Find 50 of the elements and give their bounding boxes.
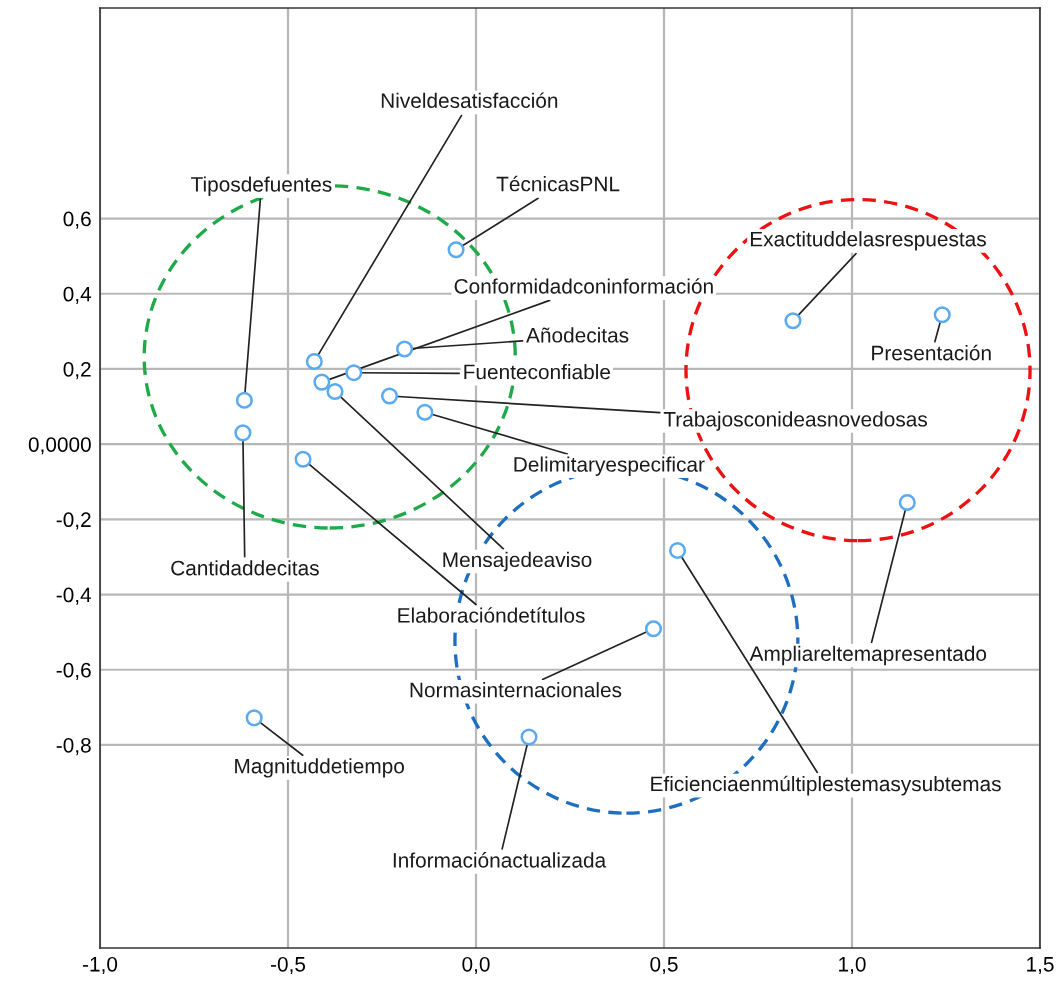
annotation: Fuenteconfiable — [464, 364, 611, 380]
point — [447, 241, 465, 259]
x-tick-label: 0,5 — [650, 956, 678, 975]
y-tick-label: -0,8 — [56, 737, 91, 756]
x-tick-label: -1,0 — [82, 956, 118, 975]
annotation: Presentación — [872, 344, 991, 361]
annotation: Magnituddetiempo — [235, 758, 404, 778]
point — [294, 450, 312, 468]
point — [669, 542, 687, 560]
x-tick-label: 0,0 — [462, 956, 490, 975]
point — [933, 306, 951, 324]
point — [380, 387, 399, 405]
y-tick-label: 0,0000 — [28, 437, 91, 455]
annotation: Delimitaryespecificar — [514, 456, 705, 476]
y-tick-label: 0,4 — [63, 286, 92, 304]
y-tick-label: 0,6 — [63, 211, 91, 229]
annotation: Niveldesatisfacción — [381, 92, 558, 109]
point — [234, 424, 252, 442]
point — [898, 493, 916, 511]
annotation: Ampliareltemapresentado — [749, 645, 987, 666]
point — [784, 312, 802, 330]
annotation: Tiposdefuentes — [191, 176, 332, 196]
point — [305, 352, 323, 370]
annotation: Añodecitas — [526, 327, 629, 343]
annotation: Elaboracióndetítulos — [398, 607, 585, 623]
y-tick-label: -0,2 — [56, 512, 91, 530]
point — [345, 364, 363, 382]
annotation: Normasinternacionales — [410, 682, 622, 698]
y-tick-label: -0,4 — [56, 587, 92, 605]
y-tick-label: -0,6 — [56, 662, 91, 680]
point — [235, 391, 253, 409]
y-tick-label: 0,2 — [63, 361, 91, 380]
x-tick-label: 1,5 — [1027, 957, 1054, 975]
annotation: Exactituddelasrespuestas — [750, 231, 986, 251]
annotation: Trabajosconideasnovedosas — [663, 411, 927, 431]
annotation: TécnicasPNL — [496, 175, 620, 192]
point — [396, 340, 414, 358]
x-tick-label: 1,0 — [839, 956, 866, 975]
point — [245, 709, 263, 727]
annotation: Cantidaddecitas — [171, 560, 319, 576]
point — [326, 382, 344, 401]
annotation: Mensajedeaviso — [443, 551, 592, 572]
point — [520, 728, 538, 746]
annotation: Eficienciaenmúltiplestemasysubtemas — [651, 775, 1001, 796]
point — [313, 373, 331, 391]
x-tick-label: -0,5 — [270, 956, 306, 975]
point — [644, 620, 663, 638]
annotation: Conformidadconinformación — [454, 278, 713, 294]
annotation: Informaciónactualizada — [393, 852, 607, 868]
point — [416, 403, 434, 421]
